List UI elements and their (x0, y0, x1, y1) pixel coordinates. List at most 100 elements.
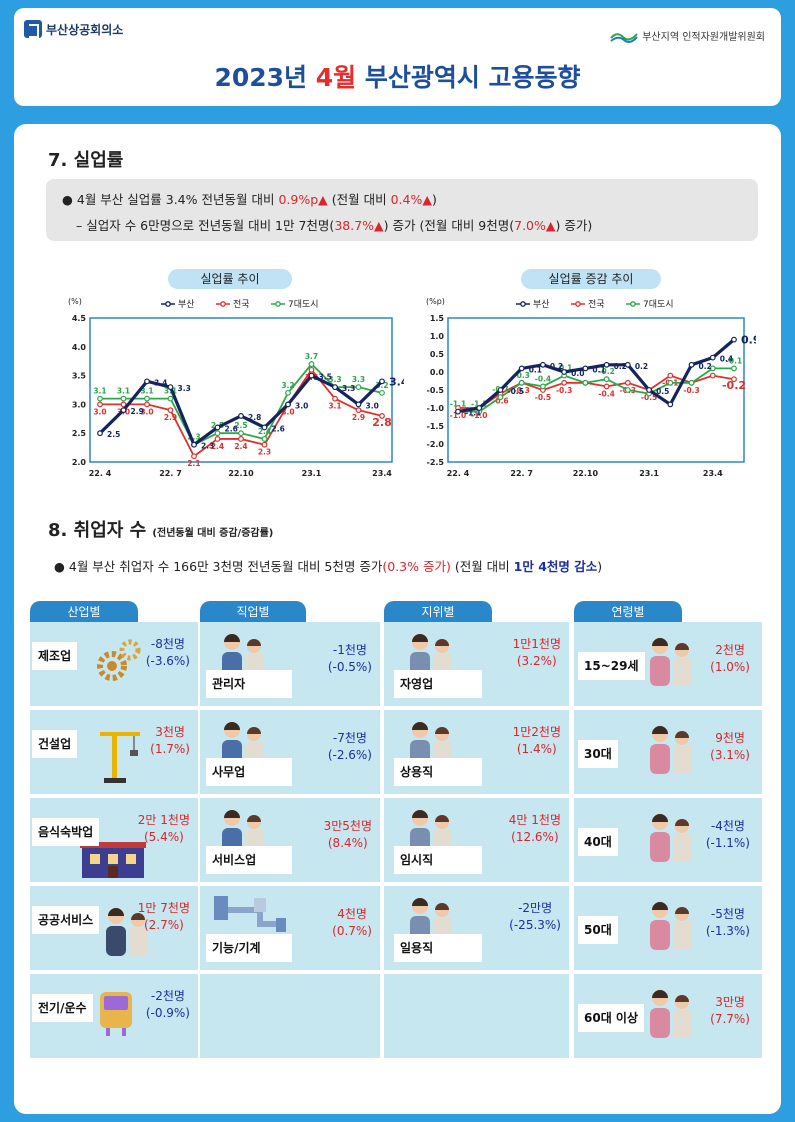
data-label: 0.1 (592, 365, 605, 374)
tab-1[interactable]: 직업별 (200, 601, 306, 623)
status-value: 4만 1천명 (12.6%) (509, 812, 561, 846)
data-point (97, 401, 103, 408)
x-tick-label: 23.4 (372, 469, 392, 478)
data-point (379, 378, 385, 385)
data-point (667, 379, 674, 386)
industry-change: 3천명 (155, 725, 185, 739)
x-tick-label: 22. 7 (510, 469, 533, 478)
unit-label: (%) (68, 297, 82, 306)
data-label: 2.5 (234, 421, 247, 430)
s8-c: (전월 대비 (450, 559, 514, 574)
data-point (624, 361, 631, 368)
data-label: 3.1 (117, 387, 130, 396)
data-point (144, 401, 150, 408)
age-rate: (1.0%) (710, 660, 750, 674)
y-tick-label: 0.5 (430, 350, 445, 359)
age-label: 50대 (578, 916, 618, 944)
data-label: -0.4 (535, 374, 551, 383)
y-tick-label: 2.0 (72, 458, 87, 467)
status-rate: (1.4%) (516, 742, 557, 756)
data-point (167, 407, 174, 414)
data-label: 3.0 (140, 407, 153, 416)
chamber-logo-icon (24, 20, 42, 38)
office-worker-icon (94, 900, 158, 968)
s7-l1d: 0.4%▲ (390, 192, 432, 207)
occupation-change: -7천명 (332, 731, 367, 745)
x-tick-label: 22. 4 (89, 469, 112, 478)
data-label: 3.4 (389, 375, 404, 388)
data-point (688, 379, 695, 386)
data-point (332, 395, 338, 402)
legend-label: 7대도시 (288, 299, 319, 310)
age-cell: 50대 -5천명 (-1.3%) (574, 886, 762, 970)
chart1-svg: (%) 2.0 2.5 3.0 3.5 4.0 4.5 22. 4 22. 7 22.10 23.1… (68, 297, 404, 478)
data-point (144, 378, 150, 385)
data-label: 0.1 (529, 365, 542, 374)
title-rest: 부산광역시 고용동향 (356, 63, 581, 92)
occupation-cell: 관리자 -1천명 (-0.5%) (200, 622, 380, 706)
status-cell: 임시직 4만 1천명 (12.6%) (384, 798, 569, 882)
data-point (261, 436, 268, 442)
page-title: 2023년 4월 부산광역시 고용동향 (14, 58, 781, 94)
data-label: 0.2 (550, 362, 563, 371)
crane-icon (94, 724, 144, 788)
data-point (379, 389, 385, 396)
data-label: 2.8 (248, 413, 261, 422)
thirties-icon (638, 718, 702, 786)
tab-3[interactable]: 연령별 (574, 601, 682, 623)
data-label: -0.5 (641, 393, 657, 402)
status-change: 1만2천명 (512, 725, 561, 739)
status-label: 일용직 (394, 934, 482, 962)
status-label: 자영업 (394, 670, 482, 698)
chart1-title: 실업률 추이 (168, 269, 292, 289)
data-label: -1.0 (450, 411, 466, 420)
s8-b: (0.3% 증가) (382, 559, 451, 574)
age-cell: 30대 9천명 (3.1%) (574, 710, 762, 794)
data-label: 3.5 (319, 373, 332, 382)
tab-2[interactable]: 지위별 (384, 601, 492, 623)
legend-label: 전국 (233, 299, 250, 310)
series-line-7대도시 (458, 367, 734, 413)
industry-value: -2천명 (-0.9%) (146, 988, 190, 1022)
data-label: 0.2 (614, 362, 627, 371)
occupation-rate: (8.4%) (327, 836, 368, 850)
machine-icon (210, 890, 290, 942)
data-label: -0.5 (507, 387, 523, 396)
legend-marker (275, 301, 281, 307)
data-label: -1.1 (465, 409, 481, 418)
s7-l2a: – 실업자 수 6만명으로 전년동월 대비 1만 7천명( (76, 218, 335, 233)
s8-e: ) (597, 559, 603, 574)
age-value: 3만명 (7.7%) (710, 994, 750, 1028)
data-point (355, 401, 362, 408)
data-label: 3.4 (154, 378, 167, 387)
data-label: 3.3 (342, 384, 355, 393)
age-change: 3만명 (715, 995, 745, 1009)
data-label: 2.3 (258, 448, 271, 457)
data-point (497, 394, 504, 401)
tab-0[interactable]: 산업별 (30, 601, 138, 623)
status-value: 1만1천명 (3.2%) (513, 636, 561, 670)
data-label: -0.3 (556, 386, 572, 395)
section8-title: 8. 취업자 수 (전년동월 대비 증감/증감률) (48, 516, 273, 542)
section8-subtitle: (전년동월 대비 증감/증감률) (152, 528, 274, 539)
age-value: 2천명 (1.0%) (710, 642, 750, 676)
fifties-icon (638, 894, 702, 962)
industry-value: -8천명 (-3.6%) (146, 636, 190, 670)
chart2-title: 실업률 증감 추이 (521, 269, 661, 289)
data-point (582, 365, 589, 372)
age-rate: (-1.3%) (705, 924, 750, 938)
data-label: -0.6 (492, 397, 508, 406)
hrd-logo: 부산지역 인적자원개발위원회 (610, 28, 765, 43)
industry-cell: 전기/운수 -2천명 (-0.9%) (30, 974, 198, 1058)
data-point (191, 441, 197, 448)
y-tick-label: 1.5 (430, 314, 445, 323)
y-tick-label: -2.0 (427, 440, 445, 449)
legend-marker (165, 301, 171, 307)
age-change: -4천명 (710, 819, 745, 833)
occupation-rate: (-2.6%) (327, 748, 372, 762)
occupation-cell: 서비스업 3만5천명 (8.4%) (200, 798, 380, 882)
series-line-전국 (458, 374, 735, 409)
industry-rate: (2.7%) (143, 918, 184, 932)
data-point (120, 401, 127, 408)
x-tick-label: 23.4 (703, 469, 723, 478)
